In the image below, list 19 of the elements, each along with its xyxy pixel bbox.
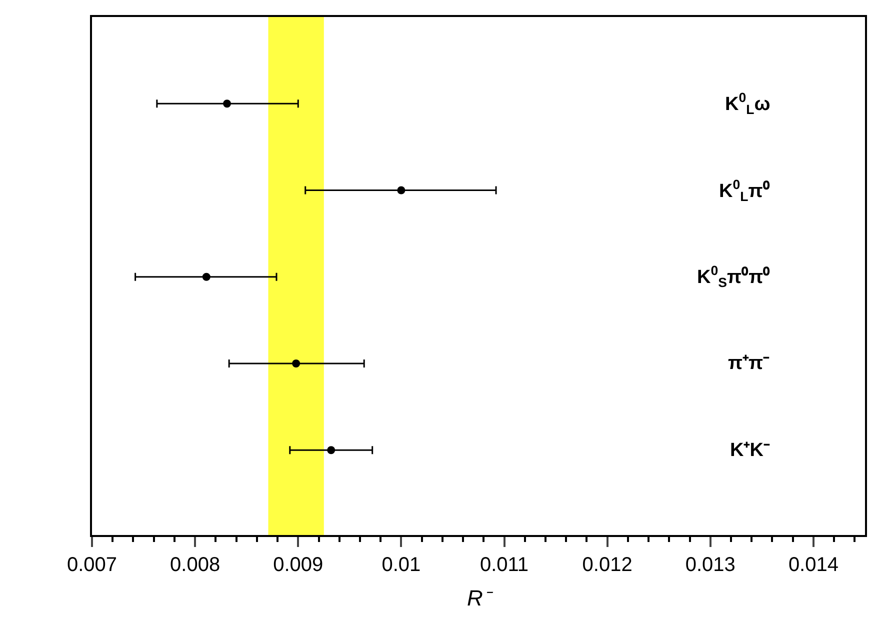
x-axis-title: R⁻ bbox=[467, 585, 494, 610]
x-tick-label: 0.014 bbox=[788, 554, 838, 576]
x-tick-label: 0.012 bbox=[582, 554, 632, 576]
point bbox=[292, 359, 300, 368]
point bbox=[202, 272, 210, 281]
point bbox=[223, 100, 232, 108]
x-tick-label: 0.011 bbox=[480, 554, 529, 576]
x-tick-label: 0.008 bbox=[170, 554, 220, 576]
point bbox=[397, 186, 406, 194]
x-tick-label: 0.009 bbox=[273, 554, 324, 576]
y-tick-label: π⁺π⁻ bbox=[728, 353, 770, 374]
y-tick-label: K$^{0}$$_{L}$π⁰ bbox=[719, 177, 770, 204]
y-tick-label: K⁺K⁻ bbox=[730, 440, 770, 461]
x-tick-label: 0.007 bbox=[66, 554, 118, 576]
y-tick-label: K$^{0}$$_{L}$ω bbox=[725, 90, 770, 117]
y-tick-label: K$^{0}$$_{S}$π⁰π⁰ bbox=[697, 263, 770, 290]
x-tick-label: 0.01 bbox=[382, 554, 421, 576]
x-tick-label: 0.013 bbox=[685, 554, 736, 576]
point bbox=[327, 446, 336, 454]
